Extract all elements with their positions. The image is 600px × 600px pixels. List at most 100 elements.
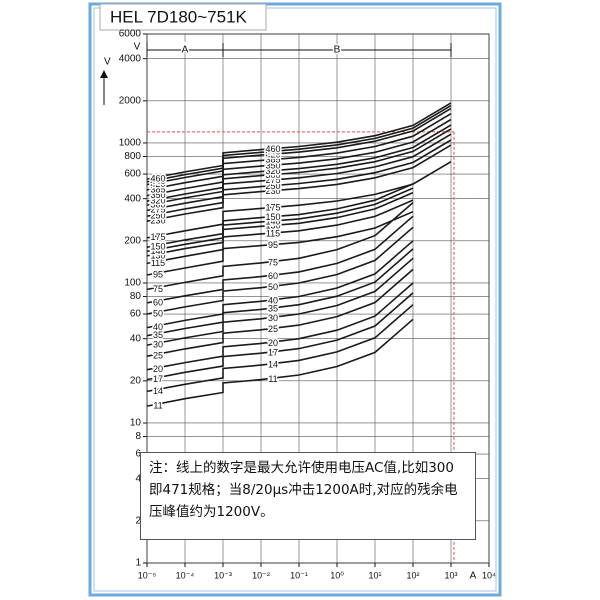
y-tick-label: 80 xyxy=(130,291,142,302)
y-tick-label: 100 xyxy=(124,278,141,289)
y-tick-label: 6 xyxy=(135,449,141,460)
curve xyxy=(146,124,452,202)
frame xyxy=(88,2,502,597)
curve-label: 300 xyxy=(265,170,280,180)
curve-label: 275 xyxy=(150,205,165,215)
curve-label: 420 xyxy=(150,179,165,189)
curve xyxy=(146,133,452,212)
curve-label: 50 xyxy=(153,308,163,318)
curve-label: 175 xyxy=(265,203,280,213)
curve-label: 25 xyxy=(268,324,278,334)
curve-label: 40 xyxy=(153,322,163,332)
y-tick-label: 1000 xyxy=(119,138,142,149)
x-tick-label: 10⁻¹ xyxy=(290,570,308,580)
curve xyxy=(146,187,414,253)
curve xyxy=(146,139,452,217)
x-tick-label: 10⁰ xyxy=(330,570,344,580)
y-tick-label: 20 xyxy=(130,375,142,386)
curve-label: 75 xyxy=(268,257,278,267)
curve xyxy=(146,104,452,183)
curve xyxy=(146,215,414,304)
curve-label: 230 xyxy=(150,216,165,226)
curve-label: 350 xyxy=(150,190,165,200)
curve-label: 35 xyxy=(153,330,163,340)
note: 注：线上的数字是最大允许使用电压AC值,比如300即471规格；当8/20μs冲… xyxy=(140,452,476,540)
y-tick-label: 400 xyxy=(124,193,141,204)
curve xyxy=(146,268,414,357)
curve xyxy=(146,248,414,337)
curve xyxy=(146,102,452,180)
curve-label: 350 xyxy=(265,161,280,171)
curve-label: 20 xyxy=(268,338,278,348)
curve-label: 130 xyxy=(265,221,280,231)
curve-label: 95 xyxy=(153,269,163,279)
curve-label: 460 xyxy=(150,173,165,183)
curve-label: 440 xyxy=(150,176,165,186)
x-tick-label: 10³ xyxy=(444,570,457,580)
y-tick-label: 200 xyxy=(124,235,141,246)
curve-label: 150 xyxy=(265,212,280,222)
curve-label: 385 xyxy=(150,184,165,194)
x-tick-label: 10² xyxy=(406,570,419,580)
curve-label: 11 xyxy=(153,400,162,410)
curve-label: 440 xyxy=(265,147,280,157)
y-unit-side: V xyxy=(104,57,111,68)
curve-label: 60 xyxy=(268,271,278,281)
curve xyxy=(146,292,414,381)
curve xyxy=(146,282,414,371)
curve-label: 17 xyxy=(153,374,163,384)
curve xyxy=(146,128,452,206)
curve-label: 50 xyxy=(268,282,278,292)
y-unit: V xyxy=(134,42,141,53)
curve-label: 320 xyxy=(265,166,280,176)
y-tick-label: 6000 xyxy=(119,29,142,40)
curve xyxy=(146,201,414,291)
curve-label: 250 xyxy=(265,181,280,191)
title-box xyxy=(99,3,267,31)
curve-label: 17 xyxy=(268,348,278,358)
y-arrow-head xyxy=(100,70,108,78)
curve-label: 300 xyxy=(150,199,165,209)
curve-label: 275 xyxy=(265,175,280,185)
x-tick-label: 10⁴ xyxy=(482,570,496,580)
curve-label: 30 xyxy=(153,339,163,349)
y-tick-label: 8 xyxy=(135,431,141,442)
x-tick-label: 10¹ xyxy=(368,570,381,580)
x-unit: A xyxy=(470,571,477,582)
curve-label: 75 xyxy=(153,284,163,294)
frame-inner xyxy=(93,7,497,592)
curve-label: 115 xyxy=(151,258,165,268)
curve-label: 150 xyxy=(150,242,165,252)
curve-label: 130 xyxy=(150,250,165,260)
y-tick-label: 2 xyxy=(135,515,141,526)
x-tick-label: 10⁻³ xyxy=(214,570,232,580)
curve-label: 35 xyxy=(268,304,278,314)
curve xyxy=(146,257,414,346)
curve xyxy=(146,144,452,222)
curve xyxy=(146,199,414,265)
curve xyxy=(146,118,452,197)
curve-label: 250 xyxy=(150,211,165,221)
curve-label: 30 xyxy=(268,313,278,323)
curve xyxy=(146,107,452,186)
y-tick-label: 10 xyxy=(130,418,142,429)
curve-label: 25 xyxy=(153,351,163,361)
y-tick-label: 600 xyxy=(124,169,141,180)
y-tick-label: 4000 xyxy=(119,53,142,64)
y-tick-label: 800 xyxy=(124,151,141,162)
curve xyxy=(146,318,414,407)
curve xyxy=(146,183,414,248)
curve-label: 175 xyxy=(150,232,165,242)
x-tick-label: 10⁻⁵ xyxy=(138,570,157,580)
curve-label: 60 xyxy=(153,297,163,307)
y-tick-label: 60 xyxy=(130,309,142,320)
curve-label: 460 xyxy=(265,144,280,154)
curve-label: 420 xyxy=(265,149,280,159)
curve xyxy=(146,161,452,239)
curve-label: 140 xyxy=(150,246,165,256)
curve xyxy=(146,304,414,393)
curve xyxy=(146,226,414,315)
curve xyxy=(146,210,414,276)
x-tick-label: 10⁻⁴ xyxy=(176,570,195,580)
